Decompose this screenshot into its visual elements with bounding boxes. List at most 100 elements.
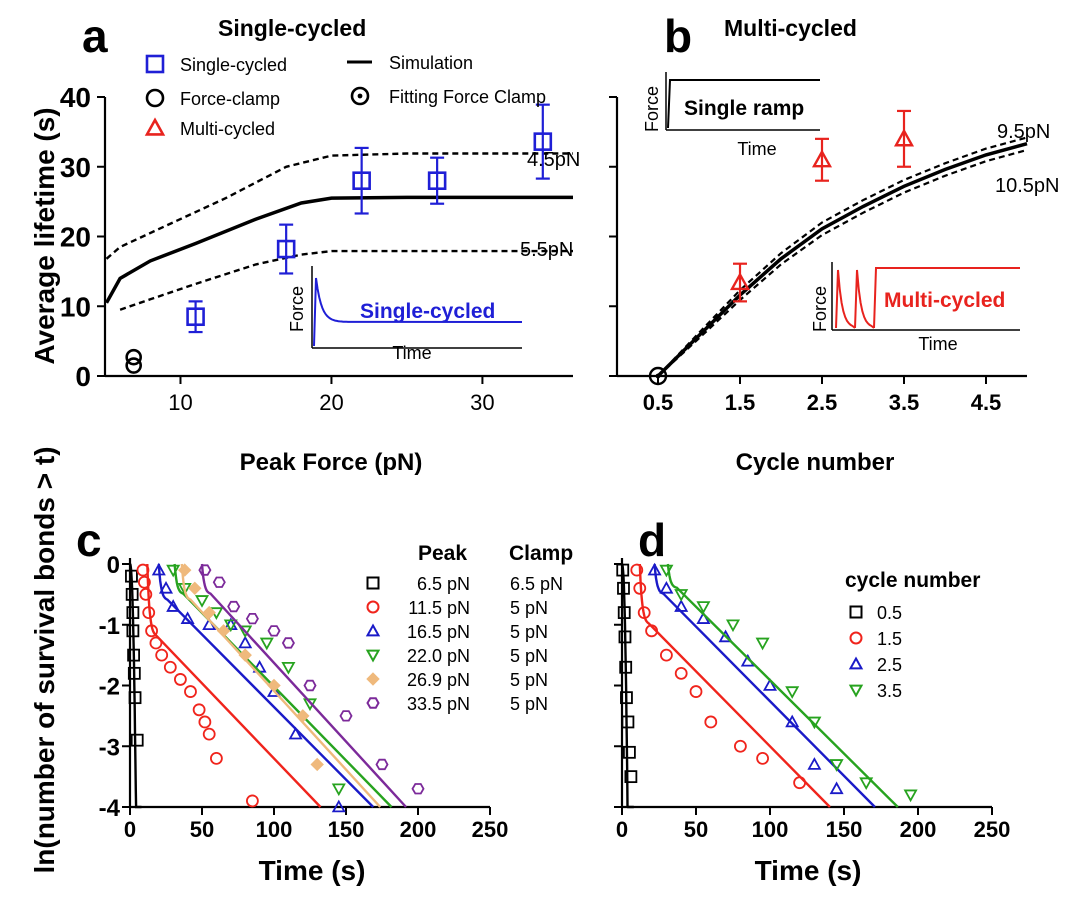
panel-d-data-point: [859, 777, 874, 791]
panel-a-inset-label: Single-cycled: [360, 300, 495, 323]
panel-d-data-point: [633, 581, 647, 595]
panel-c-fit-line: [173, 563, 393, 808]
panel-b-xtick-label: 0.5: [643, 390, 674, 415]
panel-c-fit-line: [157, 563, 375, 808]
panel-c-xtick-label: 150: [328, 817, 365, 842]
panel-c-data-point: [125, 587, 139, 601]
panel-c-data-point: [310, 757, 324, 772]
panel-c-data-point: [238, 635, 253, 649]
panel-a-xtick-label: 30: [470, 390, 494, 415]
panel-d-data-point: [630, 563, 644, 577]
panel-c-legend-clamp: 5 pN: [510, 670, 548, 690]
panel-c-data-point: [198, 715, 212, 729]
panel-c-data-point: [245, 794, 259, 808]
panel-d-legend-title: cycle number: [845, 569, 980, 592]
panel-a-legend-fitting-force-clamp-swatch: [350, 86, 370, 106]
panel-c-legend-clamp: 5 pN: [510, 694, 548, 714]
panel-letter-d: d: [638, 514, 666, 566]
panel-letter-b: b: [664, 10, 692, 62]
panel-c-data-point: [149, 636, 163, 650]
panel-c-legend-swatch: [365, 649, 381, 663]
panel-a-ytick-label: 20: [60, 222, 91, 253]
panel-c-xtick-label: 50: [190, 817, 214, 842]
panel-c-data-point: [267, 625, 281, 637]
panel-d-data-point: [674, 666, 688, 680]
panel-c-data-point: [331, 799, 346, 813]
panel-c-data-point: [128, 691, 142, 705]
panel-c-legend-peak: 6.5 pN: [417, 574, 470, 594]
panel-c-xtick-label: 100: [256, 817, 293, 842]
panel-a-curve-label-4-5pn: 4.5pN: [527, 149, 580, 171]
panel-d-data-point: [617, 581, 630, 595]
panel-c-data-point: [136, 563, 150, 577]
panel-a-xtick-label: 20: [319, 390, 343, 415]
panel-c-data-point: [184, 685, 197, 698]
panel-d-xlabel: Time (s): [755, 855, 862, 886]
panel-b-point-dot: [655, 373, 661, 379]
panel-a-xtick-label: 10: [168, 390, 192, 415]
panel-c-legend-peak: 16.5 pN: [407, 622, 470, 642]
panel-d-data-point: [618, 630, 632, 644]
panel-c-data-point: [238, 648, 252, 662]
panel-d-data-point: [689, 685, 703, 698]
panel-d-data-point: [637, 606, 651, 619]
panel-d-data-point: [647, 562, 662, 576]
panel-c-legend-clamp: 5 pN: [510, 646, 548, 666]
panel-d-fit-line: [666, 563, 899, 808]
panel-c-data-point: [158, 580, 174, 594]
panel-b-curve-label-9-5pn: 9.5pN: [997, 121, 1050, 143]
panel-c-xtick-label: 250: [472, 817, 509, 842]
panel-c-data-point: [259, 637, 274, 651]
panel-d-data-point: [793, 776, 806, 790]
panel-d-data-point: [619, 660, 633, 674]
panel-c-data-point: [267, 678, 281, 693]
panel-a-point-single-cycled: [533, 132, 553, 151]
panel-c-data-point: [127, 648, 141, 662]
panel-d-data-point: [704, 715, 718, 729]
panel-b-xtick-label: 1.5: [725, 390, 756, 415]
panel-c-data-point: [227, 600, 241, 613]
panel-c-legend-clamp: 5 pN: [510, 622, 548, 642]
panel-a-point-single-cycled: [186, 307, 205, 327]
panel-c-data-point: [126, 606, 140, 619]
panel-c-data-point: [281, 637, 295, 649]
panel-c-data-point: [288, 726, 303, 740]
panel-d-xtick-label: 150: [826, 817, 863, 842]
panel-a-ytick-label: 40: [60, 82, 91, 113]
panel-c-data-point: [173, 673, 187, 686]
panel-d-data-point: [807, 716, 822, 730]
panel-a-legend-multi-cycled-swatch: [144, 117, 166, 136]
plot-layer: 0 10 20 30 40 10 20 30 4.5pN 5.5pN Single-cycled Fo…: [60, 53, 1060, 842]
panel-d-data-point: [829, 759, 844, 772]
panel-b-point: [893, 128, 915, 147]
panel-a-ylabel: Average lifetime (s): [29, 107, 60, 364]
panel-b-xtick-label: 4.5: [971, 390, 1002, 415]
panel-a-curve-simulation: [104, 195, 573, 304]
panel-c-data-point: [166, 564, 181, 578]
panel-b-inset-bottom-label: Multi-cycled: [884, 289, 1005, 312]
panel-d-fit-line: [621, 563, 634, 809]
panel-d-xtick-label: 100: [752, 817, 789, 842]
panel-a-inset-ylabel: Force: [287, 286, 307, 332]
panel-a-title: Single-cycled: [218, 15, 366, 41]
panel-c-data-point: [375, 758, 389, 771]
panel-b-inset-bottom-waveform: [835, 267, 1020, 329]
panel-a-ytick-label: 0: [75, 361, 91, 392]
panel-c-legend-swatch: [365, 623, 381, 637]
panel-d-data-point: [659, 580, 674, 594]
panel-c-data-point: [212, 576, 226, 588]
panel-c-data-point: [202, 605, 216, 620]
panel-b-inset-top-ylabel: Force: [642, 86, 662, 132]
panel-b-curve-label-10-5pn: 10.5pN: [995, 175, 1060, 197]
panel-c-data-point: [238, 625, 253, 639]
panel-c-legend-clamp-header: Clamp: [509, 542, 573, 565]
panel-d-data-point: [659, 564, 674, 578]
panel-d-legend-swatch: [848, 684, 864, 698]
panel-d-data-point: [660, 648, 673, 662]
panel-b-inset-top-waveform: [667, 79, 820, 129]
panel-c-data-point: [139, 587, 153, 601]
panel-c-legend-swatch: [366, 600, 380, 614]
panel-b-inset-top-xlabel: Time: [737, 139, 776, 159]
panel-c-data-point: [339, 710, 353, 722]
